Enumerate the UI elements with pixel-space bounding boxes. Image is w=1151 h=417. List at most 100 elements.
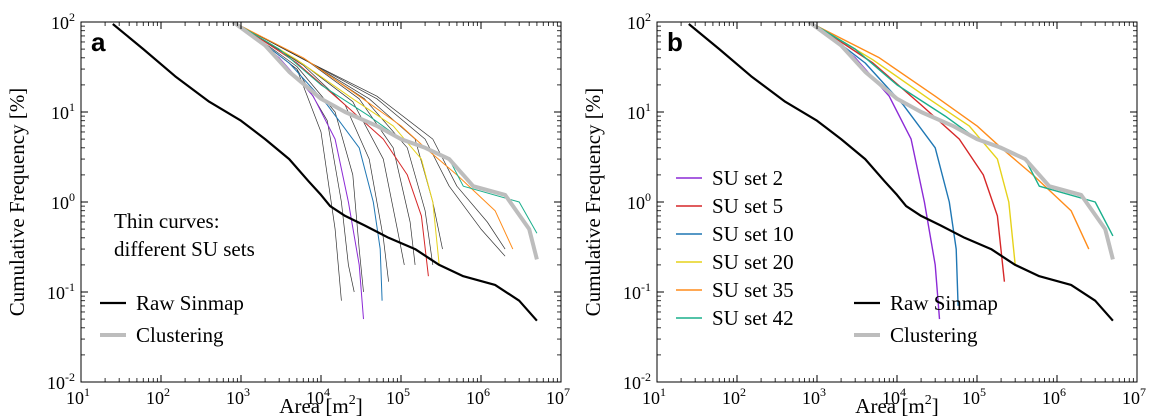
x-axis-label-part: ] xyxy=(932,394,939,417)
y-tick-label: 10-2 xyxy=(47,370,75,393)
y-tick-exponent: -2 xyxy=(641,370,651,384)
x-tick-exponent: 1 xyxy=(660,385,666,399)
series-line-raw-sinmap xyxy=(112,23,538,322)
legend-label: SU set 42 xyxy=(712,306,794,330)
x-tick-exponent: 6 xyxy=(1060,385,1066,399)
panel-b: 101 102 103 104 105 106 10710-210-1100101102Ar… xyxy=(581,10,1146,417)
series-line-clustering xyxy=(808,22,1115,260)
y-axis-label: Cumulative Frequency [%] xyxy=(5,88,29,317)
x-tick-base: 10 xyxy=(1042,388,1060,408)
series-line-su-set-curve-14 xyxy=(240,25,443,250)
series-line-su-set-curve-9 xyxy=(240,25,364,293)
x-tick-base: 10 xyxy=(962,388,980,408)
y-tick-base: 10 xyxy=(51,193,69,213)
y-tick-exponent: 0 xyxy=(69,190,75,204)
x-tick-exponent: 4 xyxy=(324,385,330,399)
series-line-su-set-curve-12 xyxy=(240,25,416,265)
y-tick-label: 101 xyxy=(627,100,651,123)
series-line-su-set-5 xyxy=(816,25,1006,282)
series-line-su-set-curve-4 xyxy=(240,25,429,277)
x-tick-exponent: 2 xyxy=(740,385,746,399)
x-tick-base: 10 xyxy=(386,388,404,408)
y-tick-label: 102 xyxy=(627,10,651,33)
y-tick-base: 10 xyxy=(51,103,69,123)
legend-label: SU set 20 xyxy=(712,250,794,274)
series-line-su-set-curve-17 xyxy=(240,25,342,301)
y-tick-label: 100 xyxy=(627,190,651,213)
y-tick-base: 10 xyxy=(623,283,641,303)
y-tick-exponent: 2 xyxy=(645,10,651,24)
x-tick-label: 101 xyxy=(642,385,666,408)
x-tick-exponent: 4 xyxy=(900,385,906,399)
x-axis-label-part: ] xyxy=(356,394,363,417)
x-tick-exponent: 3 xyxy=(244,385,250,399)
x-axis-label-part: Area [m xyxy=(279,394,348,417)
x-tick-label: 106 xyxy=(466,385,490,408)
legend-label: Clustering xyxy=(890,323,978,347)
x-axis-label: Area [m2] xyxy=(855,393,938,417)
x-tick-label: 106 xyxy=(1042,385,1066,408)
panel-a: 101 102 103 104 105 106 10710-210-1100101102Ar… xyxy=(5,10,570,417)
series-group xyxy=(688,22,1115,322)
x-tick-base: 10 xyxy=(466,388,484,408)
series-line-su-set-curve-7 xyxy=(237,23,538,234)
y-tick-exponent: 0 xyxy=(645,190,651,204)
x-axis-label-part: 2 xyxy=(349,393,356,408)
y-tick-exponent: 1 xyxy=(645,100,651,114)
annotation-text: different SU sets xyxy=(114,237,255,261)
x-tick-base: 10 xyxy=(306,388,324,408)
x-tick-label: 103 xyxy=(802,385,826,408)
legend-label: Raw Sinmap xyxy=(890,291,998,315)
series-line-su-set-curve-6 xyxy=(240,25,514,250)
x-tick-base: 10 xyxy=(802,388,820,408)
series-group xyxy=(112,22,539,322)
y-tick-label: 10-2 xyxy=(623,370,651,393)
y-tick-label: 10-1 xyxy=(623,280,651,303)
legend-label: SU set 2 xyxy=(712,166,783,190)
x-tick-base: 10 xyxy=(146,388,164,408)
x-tick-label: 102 xyxy=(146,385,170,408)
y-tick-base: 10 xyxy=(47,373,65,393)
series-line-su-set-curve-10 xyxy=(240,25,389,282)
y-tick-base: 10 xyxy=(51,13,69,33)
x-tick-base: 10 xyxy=(722,388,740,408)
series-line-clustering xyxy=(232,22,539,260)
series-line-su-set-35 xyxy=(816,25,1090,250)
x-tick-label: 102 xyxy=(722,385,746,408)
y-tick-base: 10 xyxy=(627,193,645,213)
annotation-text: Thin curves: xyxy=(114,209,220,233)
x-axis-label-part: 2 xyxy=(925,393,932,408)
legend-label: SU set 35 xyxy=(712,278,794,302)
legend-label: SU set 5 xyxy=(712,194,783,218)
legend-label: Clustering xyxy=(136,323,224,347)
x-tick-label: 104 xyxy=(882,385,906,408)
x-tick-exponent: 7 xyxy=(564,385,570,399)
y-tick-label: 10-1 xyxy=(47,280,75,303)
x-tick-label: 101 xyxy=(66,385,90,408)
y-tick-exponent: -1 xyxy=(641,280,651,294)
y-tick-exponent: 2 xyxy=(69,10,75,24)
x-tick-base: 10 xyxy=(66,388,84,408)
series-line-su-set-20 xyxy=(816,25,1016,265)
series-line-su-set-10 xyxy=(816,25,959,306)
y-tick-base: 10 xyxy=(627,103,645,123)
legend-label: Raw Sinmap xyxy=(136,291,244,315)
panel-label: b xyxy=(667,27,683,57)
y-tick-base: 10 xyxy=(47,283,65,303)
panel-label: a xyxy=(91,27,106,57)
x-tick-base: 10 xyxy=(642,388,660,408)
y-tick-label: 100 xyxy=(51,190,75,213)
x-tick-exponent: 7 xyxy=(1140,385,1146,399)
x-axis-label-part: Area [m xyxy=(855,394,924,417)
y-axis-label: Cumulative Frequency [%] xyxy=(581,88,605,317)
series-line-raw-sinmap xyxy=(688,23,1114,322)
x-tick-label: 105 xyxy=(962,385,986,408)
x-tick-label: 104 xyxy=(306,385,330,408)
x-tick-label: 107 xyxy=(1122,385,1146,408)
series-line-su-set-curve-3 xyxy=(240,25,383,301)
x-tick-label: 105 xyxy=(386,385,410,408)
x-tick-label: 103 xyxy=(226,385,250,408)
y-tick-exponent: -1 xyxy=(65,280,75,294)
x-tick-exponent: 5 xyxy=(404,385,410,399)
